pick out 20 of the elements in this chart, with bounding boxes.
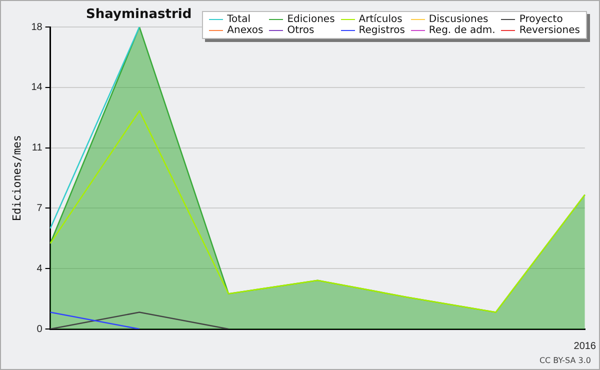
legend-label: Total (227, 14, 250, 25)
chart-title: Shayminastrid (86, 7, 192, 22)
x-tick-label: 2016 (574, 340, 596, 352)
y-tick-label: 18 (31, 22, 43, 33)
legend-label: Ediciones (287, 14, 335, 25)
y-tick-label: 4 (36, 263, 43, 274)
legend-label: Anexos (227, 25, 264, 36)
text: CC BY-SA 3.0 (539, 356, 591, 365)
legend-label: Otros (287, 25, 314, 36)
y-tick-label: 14 (31, 82, 43, 94)
legend-label: Artículos (358, 14, 402, 25)
y-tick-label: 0 (36, 324, 43, 335)
legend-label: Registros (358, 25, 405, 36)
y-tick-label: 11 (32, 142, 43, 154)
y-tick-label: 7 (36, 202, 43, 214)
legend-label: Reg. de adm. (428, 25, 496, 36)
legend-label: Discusiones (428, 14, 488, 25)
legend-label: Reversiones (519, 25, 580, 36)
legend-label: Proyecto (519, 14, 563, 25)
y-axis-title: Ediciones/mes (10, 134, 24, 222)
